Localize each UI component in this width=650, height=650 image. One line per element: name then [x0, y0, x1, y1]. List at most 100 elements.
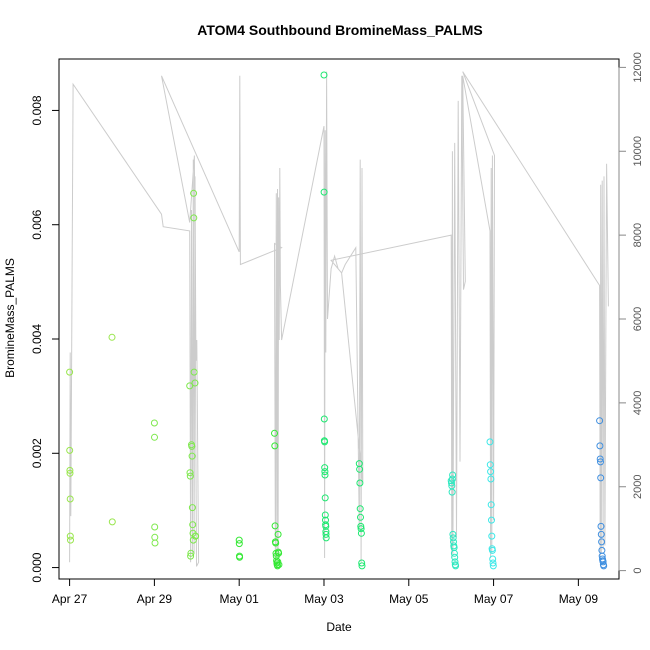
data-point-2-7: [186, 472, 194, 480]
right-tick-label: 6000: [632, 307, 644, 331]
data-point-4-18: [356, 479, 364, 487]
data-point-4-15: [322, 534, 330, 542]
chart-title: ATOM4 Southbound BromineMass_PALMS: [197, 22, 482, 38]
data-point-4-5: [321, 464, 329, 472]
data-point-1-6: [67, 536, 74, 544]
data-point-4-0: [320, 71, 328, 79]
data-point-5-7: [449, 534, 457, 542]
series-line-0: [69, 71, 609, 567]
data-point-7-12: [599, 558, 607, 566]
data-point-6-3: [487, 475, 495, 483]
data-point-5-6: [449, 530, 457, 538]
data-point-6-4: [487, 501, 495, 509]
y-tick-label: 0.008: [30, 95, 44, 125]
data-point-3-14: [274, 562, 281, 570]
data-point-4-17: [356, 465, 364, 473]
x-tick-label: Apr 29: [137, 592, 173, 606]
data-point-6-6: [488, 532, 496, 540]
data-point-3-8: [272, 539, 280, 547]
right-tick-label: 12000: [632, 52, 644, 83]
data-point-5-11: [450, 549, 458, 557]
data-point-6-1: [486, 461, 494, 469]
data-point-2-14: [189, 521, 197, 529]
y-tick-label: 0.004: [30, 324, 44, 354]
right-axis: 0 2000 4000 6000 8000 10000 12000: [618, 52, 644, 574]
data-point-3-6: [271, 522, 279, 530]
right-tick-label: 0: [632, 568, 644, 574]
data-point-3-3: [236, 553, 244, 561]
data-point-5-1: [448, 479, 455, 487]
x-tick-label: May 09: [559, 592, 599, 606]
data-point-1-7: [108, 333, 116, 341]
data-point-5-15: [452, 562, 460, 570]
data-point-1-5: [66, 532, 74, 540]
data-point-4-4: [321, 438, 329, 446]
data-point-6-11: [489, 562, 497, 570]
data-point-7-0: [596, 417, 604, 425]
right-tick-label: 4000: [632, 391, 644, 415]
data-point-6-5: [488, 516, 495, 524]
data-point-4-25: [358, 562, 366, 570]
data-point-1-0: [66, 368, 74, 376]
x-axis: Apr 27 Apr 29 May 01 May 03 May 05 May 07 May …: [52, 578, 599, 606]
y-axis-label: BromineMass_PALMS: [3, 258, 17, 378]
data-point-5-5: [449, 471, 457, 479]
data-point-2-5: [186, 382, 194, 390]
data-point-2-2: [151, 523, 159, 531]
data-point-6-8: [488, 546, 496, 554]
data-point-3-16: [274, 530, 282, 538]
data-point-2-11: [188, 442, 196, 450]
data-point-3-19: [275, 561, 283, 569]
data-point-3-1: [235, 540, 243, 548]
x-tick-label: May 01: [220, 592, 260, 606]
data-point-4-24: [358, 559, 366, 567]
x-tick-label: May 05: [389, 592, 429, 606]
data-point-7-5: [597, 522, 605, 530]
data-point-4-2: [320, 415, 328, 423]
data-point-2-19: [190, 368, 198, 376]
data-point-4-21: [357, 522, 365, 530]
data-point-4-9: [321, 511, 329, 519]
plot-area-frame: [58, 58, 620, 580]
y-tick-label: 0.006: [30, 209, 44, 239]
data-point-6-2: [487, 468, 495, 476]
data-point-2-12: [188, 452, 196, 460]
x-tick-label: May 03: [304, 592, 344, 606]
data-point-6-10: [489, 559, 497, 567]
data-point-2-4: [151, 539, 159, 547]
data-point-4-7: [321, 471, 329, 479]
data-point-3-0: [235, 536, 243, 544]
x-tick-label: Apr 27: [52, 592, 88, 606]
data-point-7-1: [596, 442, 604, 450]
data-point-7-14: [600, 562, 608, 570]
data-point-2-20: [191, 379, 199, 387]
data-point-5-4: [448, 475, 456, 483]
data-point-2-0: [150, 419, 158, 427]
data-point-1-4: [66, 495, 74, 503]
data-point-4-8: [321, 494, 329, 502]
y-axis: 0.000 0.002 0.004 0.006 0.008: [30, 95, 60, 583]
data-point-1-2: [66, 466, 74, 474]
data-point-3-11: [273, 557, 281, 565]
y-tick-label: 0.000: [30, 552, 44, 582]
data-point-7-7: [598, 538, 606, 546]
data-point-2-9: [187, 549, 195, 557]
line-layer: [69, 71, 609, 567]
data-point-1-3: [66, 469, 74, 477]
point-layer: [66, 71, 608, 570]
right-tick-label: 10000: [632, 136, 644, 167]
x-axis-label: Date: [326, 620, 352, 634]
data-point-2-16: [189, 536, 197, 544]
data-point-7-3: [597, 458, 604, 466]
data-point-5-3: [448, 488, 456, 496]
right-tick-label: 2000: [632, 474, 644, 498]
data-point-2-3: [151, 533, 159, 541]
data-point-3-4: [271, 429, 278, 437]
data-point-7-4: [597, 474, 605, 482]
data-point-2-17: [190, 189, 198, 197]
data-point-2-13: [188, 504, 196, 512]
x-tick-label: May 07: [474, 592, 514, 606]
data-point-7-2: [596, 455, 604, 463]
data-point-4-23: [357, 529, 365, 537]
